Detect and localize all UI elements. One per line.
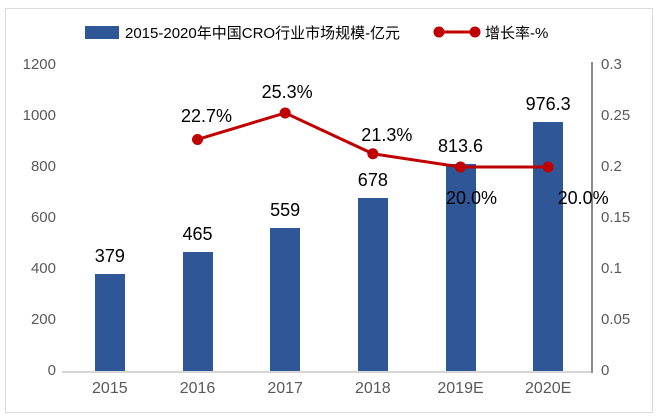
bar — [182, 252, 213, 371]
bar-series-legend-label: 2015-2020年中国CRO行业市场规模-亿元 — [125, 24, 401, 42]
bar — [533, 122, 564, 371]
line-point-label: 21.3% — [361, 124, 413, 145]
line-series-legend-label: 增长率-% — [485, 24, 549, 42]
bar-value-label: 678 — [357, 170, 388, 191]
y-axis-tick-label: 0 — [47, 362, 56, 379]
legend-line-entry: 增长率-% — [432, 22, 548, 42]
line-point-label: 22.7% — [180, 106, 233, 127]
y2-axis-tick-label: 0.15 — [601, 209, 631, 226]
y-axis-tick-label: 1200 — [22, 56, 56, 73]
x-axis-label: 2015 — [92, 380, 128, 397]
bar — [357, 198, 388, 371]
line-point-label: 20.0% — [557, 188, 609, 208]
y2-axis-tick-label: 0.1 — [601, 260, 622, 277]
line-point-label: 25.3% — [261, 81, 313, 102]
x-axis-label: 2018 — [355, 380, 391, 397]
legend-bar-entry: 2015-2020年中国CRO行业市场规模-亿元 — [85, 22, 400, 42]
y-axis-tick-label: 400 — [30, 260, 56, 277]
bar-value-label: 379 — [94, 246, 125, 267]
line-point-label: 20.0% — [445, 188, 498, 208]
y2-axis-tick-label: 0.3 — [601, 56, 622, 73]
bar — [94, 274, 125, 371]
line-series-marker-icon — [432, 25, 482, 39]
bar-series-swatch-icon — [85, 25, 119, 39]
bar — [270, 228, 301, 371]
y2-axis-tick-label: 0.25 — [601, 107, 631, 124]
x-axis-line — [62, 371, 592, 373]
y2-axis-tick-label: 0.2 — [601, 158, 622, 175]
bar-value-label: 813.6 — [437, 135, 484, 156]
y-axis-tick-label: 1000 — [22, 107, 56, 124]
x-axis-label: 2020E — [525, 380, 572, 397]
bar-value-label: 976.3 — [525, 94, 571, 115]
bar-value-label: 465 — [182, 224, 213, 245]
x-axis-label: 2016 — [179, 380, 216, 397]
y-axis-tick-label: 800 — [30, 158, 56, 175]
y2-axis-tick-label: 0.05 — [601, 311, 631, 328]
y-axis-tick-label: 200 — [30, 311, 56, 328]
x-axis-label: 2019E — [437, 380, 484, 397]
x-axis-label: 2017 — [267, 380, 303, 397]
y-axis-tick-label: 600 — [30, 209, 56, 226]
bar-value-label: 559 — [270, 200, 301, 221]
bar — [445, 163, 476, 371]
y2-axis-line — [591, 62, 593, 373]
y2-axis-tick-label: 0 — [601, 362, 610, 379]
